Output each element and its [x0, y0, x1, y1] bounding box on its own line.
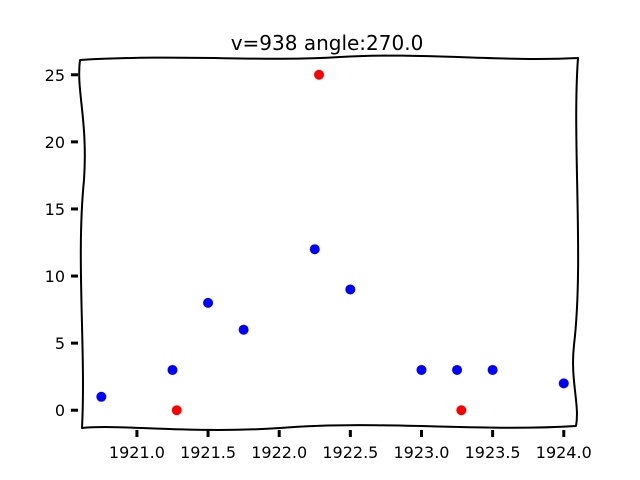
x-tick-label: 1923.5	[465, 443, 521, 462]
data-point	[96, 391, 107, 402]
data-point	[487, 364, 498, 375]
data-point	[238, 324, 249, 335]
data-point	[345, 284, 356, 295]
data-point	[203, 297, 214, 308]
data-point	[309, 244, 320, 255]
data-point	[456, 405, 467, 416]
plot-frame	[78, 54, 580, 431]
x-tick-label: 1924.0	[536, 443, 592, 462]
y-tick-label: 15	[45, 200, 65, 219]
x-tick-label: 1921.0	[109, 443, 165, 462]
data-point	[167, 364, 178, 375]
y-tick-label: 0	[55, 401, 65, 420]
data-points	[96, 69, 569, 416]
chart-title: v=938 angle:270.0	[231, 31, 424, 55]
y-axis: 0 5 10 15 20 25	[45, 66, 78, 420]
data-point	[416, 364, 427, 375]
x-tick-label: 1922.5	[322, 443, 378, 462]
data-point	[171, 405, 182, 416]
y-tick-label: 5	[55, 334, 65, 353]
data-point	[452, 364, 463, 375]
y-tick-label: 25	[45, 66, 65, 85]
data-point	[558, 378, 569, 389]
x-tick-label: 1922.0	[251, 443, 307, 462]
y-tick-label: 20	[45, 133, 65, 152]
x-tick-label: 1921.5	[180, 443, 236, 462]
x-tick-label: 1923.0	[393, 443, 449, 462]
data-point	[314, 69, 325, 80]
y-tick-label: 10	[45, 267, 65, 286]
x-axis: 1921.0 1921.5 1922.0 1922.5 1923.0 1923.5 1924…	[109, 430, 592, 462]
